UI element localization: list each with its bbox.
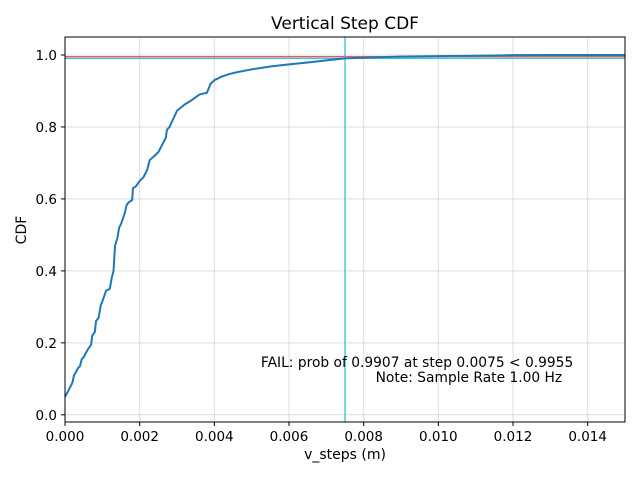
y-axis-label: CDF bbox=[14, 216, 30, 245]
plot-layers: 0.000 0.002 0.004 0.006 0.008 0.010 0.012 0.014… bbox=[36, 36, 626, 445]
y-tick-label: 0.4 bbox=[36, 264, 57, 280]
x-tick-label: 0.000 bbox=[46, 429, 85, 445]
x-axis-label: v_steps (m) bbox=[304, 447, 386, 463]
plot-title: Vertical Step CDF bbox=[271, 14, 419, 34]
y-tick-label: 0.8 bbox=[36, 120, 57, 136]
note-annotation: Note: Sample Rate 1.00 Hz bbox=[376, 370, 563, 386]
vertical-step-cdf-curve bbox=[64, 53, 625, 398]
x-tick-label: 0.012 bbox=[494, 429, 533, 445]
y-tick-label: 0.6 bbox=[36, 192, 57, 208]
x-tick-label: 0.008 bbox=[344, 429, 383, 445]
fail-annotation: FAIL: prob of 0.9907 at step 0.0075 < 0.… bbox=[261, 355, 573, 371]
y-tick-label: 0.0 bbox=[36, 408, 57, 424]
y-tick-label: 0.2 bbox=[36, 336, 57, 352]
x-tick-label: 0.010 bbox=[419, 429, 458, 445]
x-tick-label: 0.002 bbox=[120, 429, 159, 445]
x-tick-label: 0.004 bbox=[195, 429, 234, 445]
x-tick-label: 0.006 bbox=[270, 429, 309, 445]
axes-frame bbox=[64, 36, 626, 423]
y-tick-label: 1.0 bbox=[36, 48, 57, 64]
x-tick-label: 0.014 bbox=[568, 429, 607, 445]
